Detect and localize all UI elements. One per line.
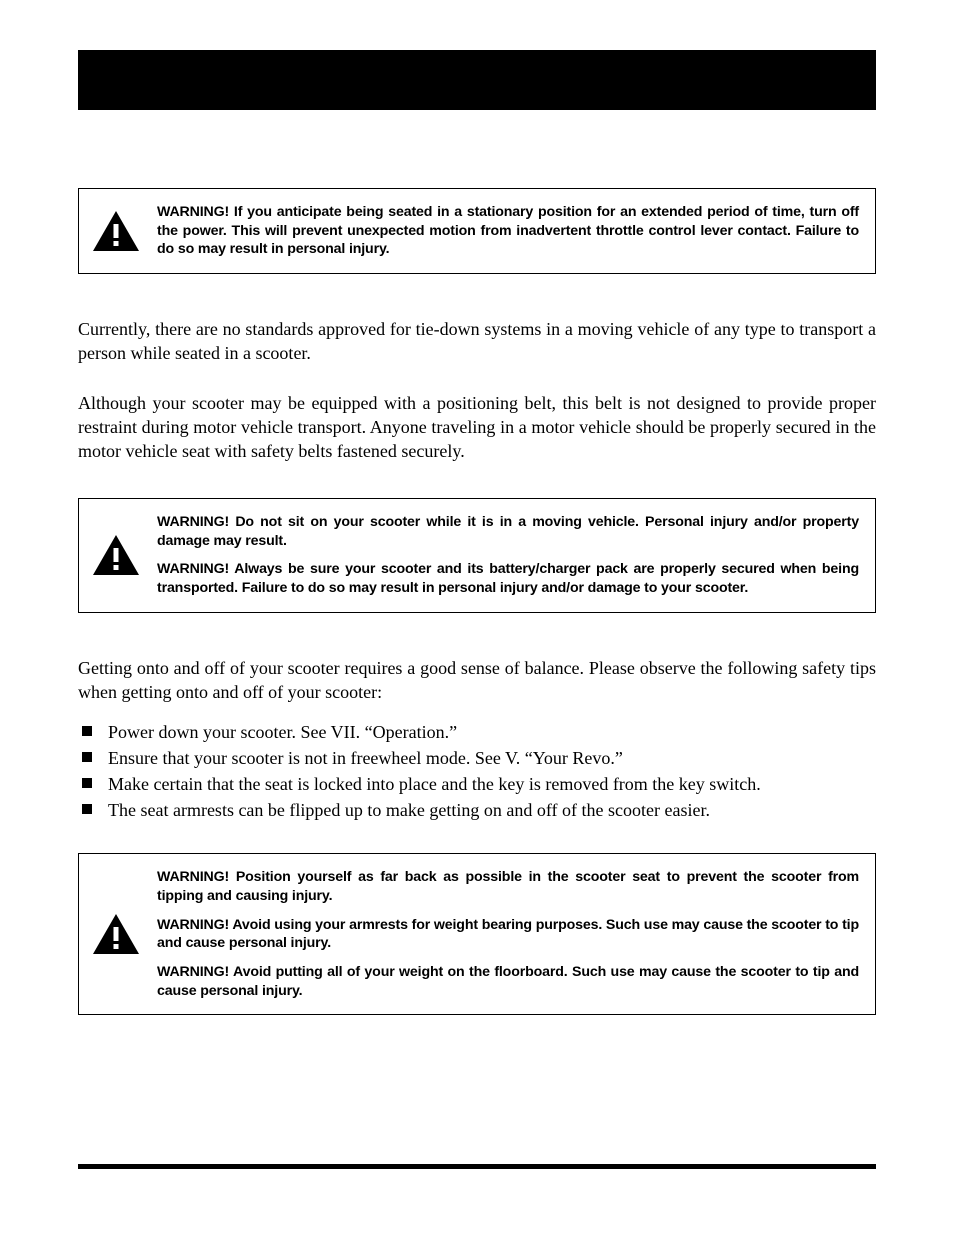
- warning-box-2: WARNING! Do not sit on your scooter whil…: [78, 498, 876, 613]
- warning-triangle-icon: [93, 914, 139, 954]
- warning-paragraph: WARNING! Always be sure your scooter and…: [157, 560, 859, 597]
- warning-icon-wrapper: [93, 914, 139, 954]
- warning-text: WARNING! Do not sit on your scooter whil…: [157, 513, 859, 598]
- list-item: Make certain that the seat is locked int…: [78, 771, 876, 797]
- body-paragraph: Getting onto and off of your scooter req…: [78, 657, 876, 705]
- warning-box-1: WARNING! If you anticipate being seated …: [78, 188, 876, 274]
- warning-triangle-icon: [93, 211, 139, 251]
- page-content: WARNING! If you anticipate being seated …: [0, 0, 954, 1015]
- body-paragraph: Although your scooter may be equipped wi…: [78, 392, 876, 464]
- list-item: Ensure that your scooter is not in freew…: [78, 745, 876, 771]
- header-bar: [78, 50, 876, 110]
- warning-paragraph: WARNING! Do not sit on your scooter whil…: [157, 513, 859, 550]
- warning-icon-wrapper: [93, 211, 139, 251]
- safety-tips-list: Power down your scooter. See VII. “Opera…: [78, 719, 876, 823]
- warning-paragraph: WARNING! Position yourself as far back a…: [157, 868, 859, 905]
- list-item: Power down your scooter. See VII. “Opera…: [78, 719, 876, 745]
- warning-paragraph: WARNING! If you anticipate being seated …: [157, 203, 859, 259]
- list-item: The seat armrests can be flipped up to m…: [78, 797, 876, 823]
- warning-paragraph: WARNING! Avoid putting all of your weigh…: [157, 963, 859, 1000]
- warning-icon-wrapper: [93, 535, 139, 575]
- warning-triangle-icon: [93, 535, 139, 575]
- warning-paragraph: WARNING! Avoid using your armrests for w…: [157, 916, 859, 953]
- footer-rule: [78, 1164, 876, 1169]
- warning-text: WARNING! Position yourself as far back a…: [157, 868, 859, 1000]
- warning-box-3: WARNING! Position yourself as far back a…: [78, 853, 876, 1015]
- body-paragraph: Currently, there are no standards approv…: [78, 318, 876, 366]
- warning-text: WARNING! If you anticipate being seated …: [157, 203, 859, 259]
